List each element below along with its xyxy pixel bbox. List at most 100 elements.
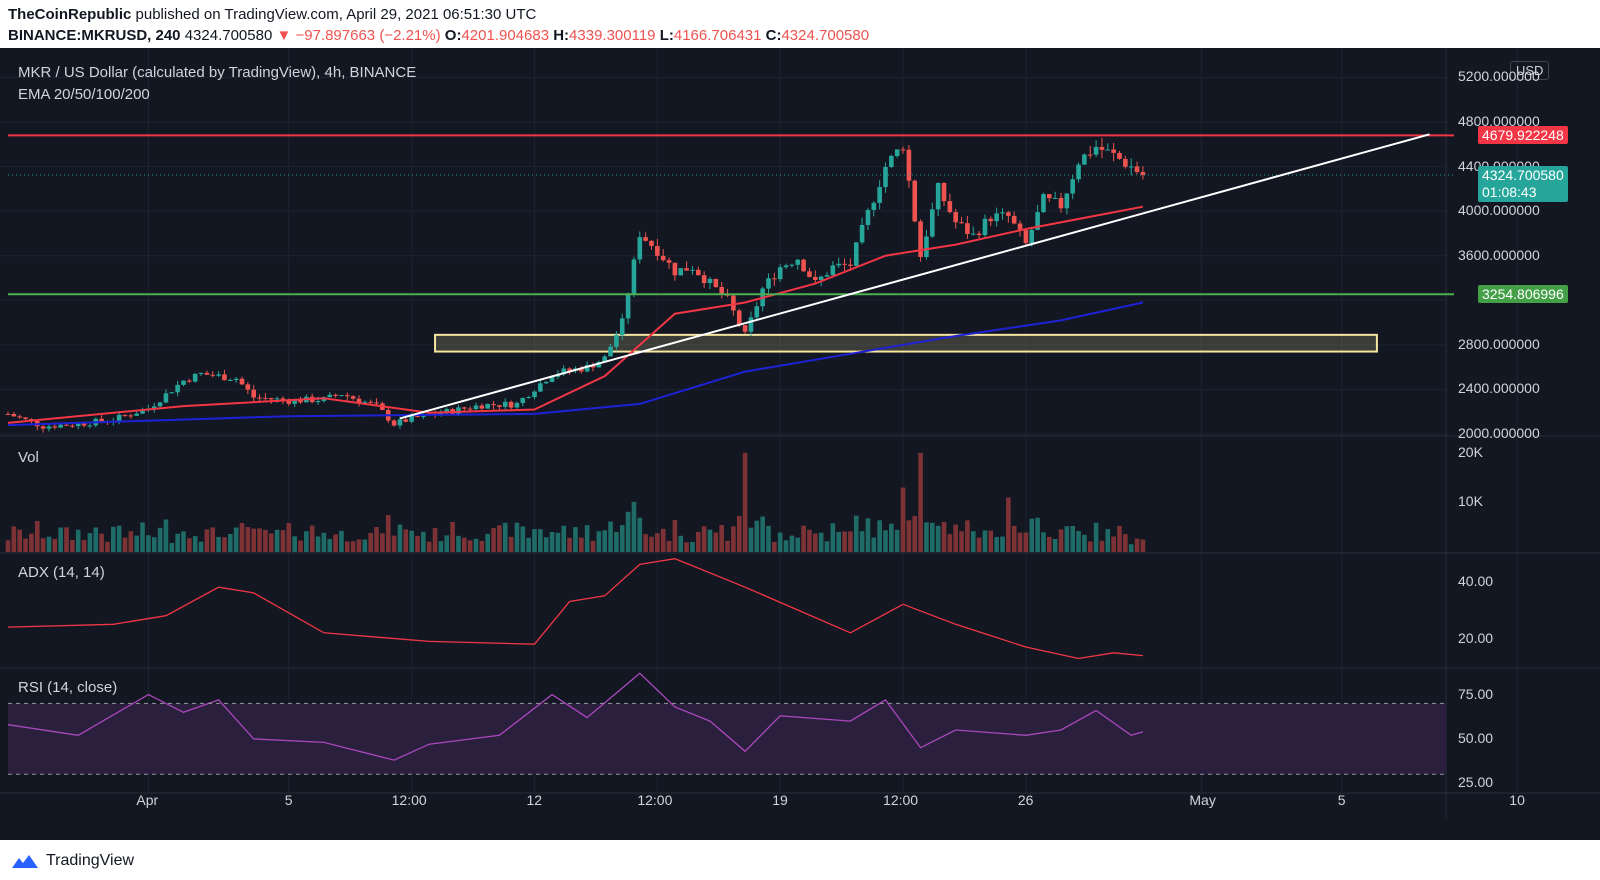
volume-bar (813, 533, 818, 552)
candle-body (134, 413, 139, 416)
change-value: ▼ −97.897663 (−2.21%) (276, 27, 441, 44)
candle-body (397, 419, 403, 426)
candle-body (976, 233, 982, 236)
last-price: 4324.700580 (184, 27, 273, 44)
candle-body (754, 306, 760, 318)
rsi-band (8, 703, 1446, 775)
volume-bar (339, 530, 344, 552)
candle-body (1029, 229, 1035, 244)
volume-bar (280, 530, 286, 552)
volume-bar (947, 534, 953, 552)
volume-bar (1052, 538, 1058, 552)
candle-body (356, 398, 362, 403)
volume-bar (830, 523, 836, 552)
volume-bar (462, 537, 467, 552)
tradingview-logo[interactable]: TradingView (10, 850, 134, 872)
volume-bar (877, 520, 882, 552)
volume-bar (520, 526, 526, 552)
rsi-legend[interactable]: RSI (14, close) (18, 679, 118, 696)
candle-body (783, 265, 789, 268)
candle-body (953, 212, 958, 223)
volume-bar (403, 529, 409, 552)
volume-bar (561, 525, 567, 552)
volume-bar (210, 527, 216, 552)
candle-body (1035, 212, 1040, 230)
candle-body (619, 318, 625, 336)
time-label: 10 (1509, 792, 1525, 808)
candle-body (567, 368, 572, 371)
candle-body (889, 156, 894, 167)
candle-body (280, 398, 286, 401)
candle-body (415, 415, 420, 417)
bar-countdown: 01:08:43 (1482, 184, 1537, 200)
volume-bar (608, 521, 613, 552)
candle-body (719, 287, 724, 295)
volume-bar (327, 539, 333, 552)
candle-body (1041, 194, 1046, 213)
symbol-summary: BINANCE:MKRUSD, 240 4324.700580 ▼ −97.89… (8, 27, 869, 44)
chart-canvas[interactable] (0, 48, 1600, 840)
rsi-line (7, 672, 1144, 761)
volume-bar (350, 541, 356, 552)
volume-bar (81, 540, 87, 552)
volume-bar (549, 531, 555, 552)
time-label: 26 (1017, 792, 1034, 808)
volume-bar (619, 525, 625, 552)
candle-body (1099, 146, 1105, 150)
candle-body (701, 275, 707, 284)
volume-bar (970, 531, 976, 552)
volume-bar (415, 535, 420, 552)
candle-body (1070, 179, 1075, 194)
tradingview-logo-icon (12, 855, 38, 868)
candle-body (1093, 146, 1099, 155)
candle-body (64, 424, 69, 426)
volume-bar (853, 515, 859, 552)
candle-body (930, 209, 935, 237)
volume-bar (508, 536, 514, 552)
candle-body (11, 414, 17, 417)
volume-bar (1041, 532, 1046, 552)
ema-legend[interactable]: EMA 20/50/100/200 (18, 86, 150, 103)
candle-body (1105, 149, 1111, 151)
volume-bar (70, 540, 75, 552)
volume-bar (239, 522, 245, 552)
close-label: C: (765, 27, 782, 44)
volume-bar (391, 535, 397, 552)
publisher-name[interactable]: TheCoinRepublic (8, 6, 132, 23)
volume-bar (1111, 536, 1116, 552)
candle-body (655, 246, 660, 256)
candle-body (187, 380, 192, 382)
candle-body (824, 275, 830, 277)
axis-label: 25.00 (1458, 774, 1494, 791)
adx-legend[interactable]: ADX (14, 14) (18, 564, 105, 581)
volume-bar (397, 524, 403, 552)
candle-body (848, 264, 853, 266)
volume-bar (1117, 525, 1122, 552)
volume-bar (485, 533, 490, 552)
currency-button[interactable]: USD (1510, 61, 1550, 80)
volume-bar (93, 527, 99, 552)
candle-body (959, 222, 964, 224)
candle-body (81, 423, 87, 426)
trendline[interactable] (399, 133, 1430, 420)
candle-body (116, 414, 122, 422)
volume-bar (52, 538, 58, 552)
candle-body (789, 264, 795, 266)
volume-bar (748, 527, 754, 552)
vol-legend[interactable]: Vol (18, 449, 39, 466)
chart-area[interactable]: MKR / US Dollar (calculated by TradingVi… (0, 48, 1600, 840)
candle-body (1047, 194, 1052, 199)
volume-bar (268, 533, 274, 552)
candle-body (251, 389, 256, 398)
candle-body (935, 182, 941, 210)
volume-bar (467, 540, 473, 552)
volume-bar (871, 537, 877, 552)
candle-body (169, 392, 175, 394)
candle-body (497, 405, 502, 407)
candle-body (865, 209, 871, 225)
volume-bar (1017, 532, 1023, 552)
close-value: 4324.700580 (781, 27, 870, 44)
candle-body (526, 397, 531, 399)
volume-bar (181, 531, 186, 552)
volume-bar (34, 521, 40, 552)
